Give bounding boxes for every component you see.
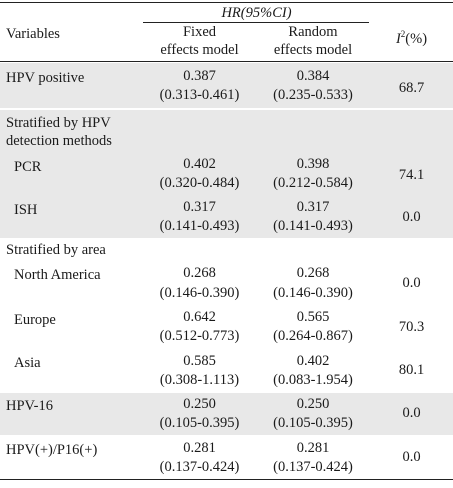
- i2-hpv-positive: 68.7: [398, 80, 425, 96]
- fixed-ci-asia: (0.308-1.113): [159, 372, 240, 388]
- row-label-north-america: North America: [14, 267, 101, 283]
- i2-header: I2(%): [370, 24, 453, 49]
- fixed-hr-asia: 0.585: [183, 353, 216, 369]
- i2-europe: 70.3: [398, 319, 425, 335]
- i2-hpv16: 0.0: [402, 405, 421, 421]
- random-ci-europe: (0.264-0.867): [273, 328, 353, 344]
- band-hpv16: [0, 393, 453, 435]
- fixed-ci-europe: (0.512-0.773): [159, 328, 240, 344]
- i2-ish: 0.0: [402, 209, 421, 225]
- fixed-ci-hpv-p16: (0.137-0.424): [159, 459, 240, 475]
- fixed-ci-hpv16: (0.105-0.395): [159, 415, 240, 431]
- band-hpv-positive: [0, 63, 453, 108]
- i2-symbol: I: [395, 30, 401, 47]
- row-label-europe: Europe: [14, 312, 56, 328]
- i2-unit: (%): [405, 30, 428, 47]
- random-ci-asia: (0.083-1.954): [273, 372, 353, 388]
- random-hr-hpv-positive: 0.384: [296, 68, 330, 84]
- row-label-hpv16: HPV-16: [6, 398, 54, 414]
- fixed-ci-ish: (0.141-0.493): [159, 218, 240, 234]
- row-label-asia: Asia: [14, 355, 41, 371]
- random-hr-north-america: 0.268: [296, 265, 330, 281]
- random-ci-hpv-positive: (0.235-0.533): [273, 87, 353, 103]
- i2-pcr: 74.1: [398, 167, 425, 183]
- random-header-line2: effects model: [273, 42, 353, 58]
- band-detection-methods: [0, 110, 453, 238]
- fixed-hr-hpv-positive: 0.387: [183, 68, 216, 84]
- random-ci-pcr: (0.212-0.584): [273, 175, 353, 191]
- i2-hpv-p16: 0.0: [402, 449, 421, 465]
- i2-superscript: 2: [400, 29, 406, 39]
- fixed-ci-pcr: (0.320-0.484): [159, 175, 240, 191]
- fixed-header-line2: effects model: [160, 42, 239, 58]
- fixed-hr-europe: 0.642: [183, 309, 216, 325]
- row-label-hpv-p16: HPV(+)/P16(+): [6, 442, 98, 458]
- random-header-line1: Random: [288, 24, 338, 40]
- fixed-ci-north-america: (0.146-0.390): [159, 285, 240, 301]
- table-bottom-rule: [0, 479, 453, 480]
- header-bottom-rule: [0, 61, 453, 62]
- random-hr-europe: 0.565: [296, 309, 330, 325]
- random-ci-hpv16: (0.105-0.395): [273, 415, 353, 431]
- row-label-ish: ISH: [14, 202, 38, 218]
- variables-header: Variables: [6, 26, 60, 42]
- group-header-detection-2: detection methods: [6, 133, 112, 149]
- random-hr-hpv-p16: 0.281: [296, 440, 330, 456]
- row-label-hpv-positive: HPV positive: [6, 70, 85, 86]
- fixed-header-line1: Fixed: [182, 24, 217, 40]
- group-header-detection-1: Stratified by HPV: [6, 115, 111, 131]
- random-ci-ish: (0.141-0.493): [273, 218, 353, 234]
- random-hr-ish: 0.317: [296, 199, 330, 215]
- group-header-area: Stratified by area: [6, 242, 106, 258]
- random-hr-hpv16: 0.250: [296, 396, 330, 412]
- fixed-hr-north-america: 0.268: [183, 265, 216, 281]
- top-rule: [0, 2, 453, 3]
- hr-group-underline: [143, 22, 369, 23]
- fixed-hr-hpv-p16: 0.281: [183, 440, 216, 456]
- random-hr-pcr: 0.398: [296, 156, 330, 172]
- i2-asia: 80.1: [398, 362, 425, 378]
- random-hr-asia: 0.402: [296, 353, 330, 369]
- fixed-hr-ish: 0.317: [183, 199, 216, 215]
- hr-ci-group-header: HR(95%CI): [221, 5, 292, 21]
- random-ci-hpv-p16: (0.137-0.424): [273, 459, 353, 475]
- random-ci-north-america: (0.146-0.390): [273, 285, 353, 301]
- fixed-hr-pcr: 0.402: [183, 156, 216, 172]
- i2-north-america: 0.0: [402, 275, 421, 291]
- fixed-hr-hpv16: 0.250: [183, 396, 216, 412]
- fixed-ci-hpv-positive: (0.313-0.461): [159, 87, 240, 103]
- row-label-pcr: PCR: [14, 159, 42, 175]
